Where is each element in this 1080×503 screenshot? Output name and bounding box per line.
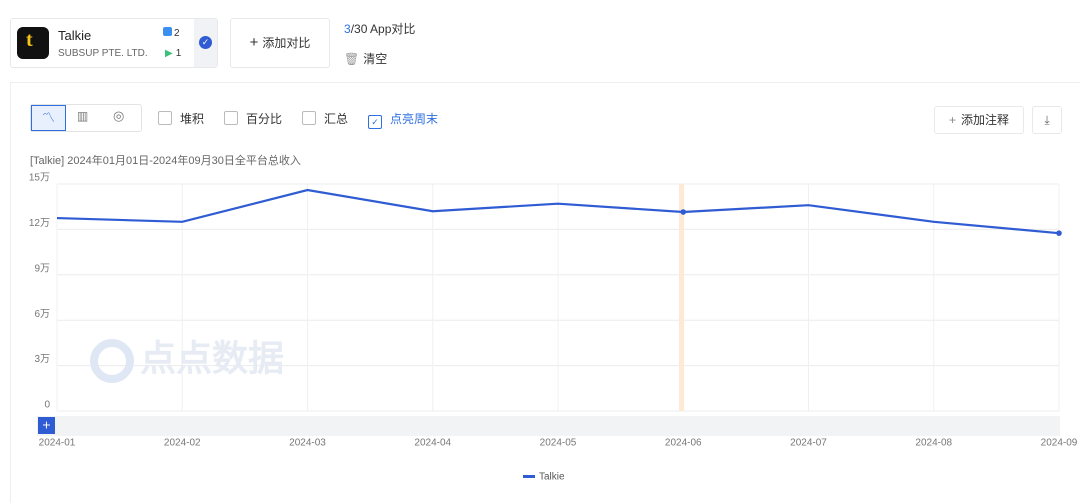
y-tick-label: 6万 bbox=[34, 309, 50, 320]
option-label: 堆积 bbox=[180, 112, 205, 126]
clear-text: 清空 bbox=[363, 52, 388, 66]
map-toggle[interactable]: ◎ bbox=[113, 108, 125, 123]
app-card[interactable]: t Talkie SUBSUP PTE. LTD. 2 ▶ 1 ✓ bbox=[10, 18, 218, 68]
x-tick-label: 2024-06 bbox=[665, 438, 702, 449]
add-compare-button[interactable]: + 添加对比 bbox=[230, 18, 330, 68]
app-icon: t bbox=[17, 27, 49, 59]
chart-panel bbox=[10, 82, 1080, 503]
y-tick-label: 9万 bbox=[34, 263, 50, 274]
x-tick-label: 2024-09 bbox=[1041, 438, 1078, 449]
zoom-handle[interactable] bbox=[38, 417, 55, 434]
ios-count-text: 2 bbox=[174, 28, 180, 39]
clear-button[interactable]: 🗑 清空 bbox=[344, 52, 388, 66]
add-note-text: 添加注释 bbox=[961, 113, 1010, 127]
download-button[interactable]: ⤓ bbox=[1032, 106, 1062, 134]
y-tick-label: 0 bbox=[44, 400, 50, 411]
checkbox[interactable] bbox=[224, 111, 239, 125]
point bbox=[1056, 230, 1062, 236]
watermark-logo bbox=[90, 339, 134, 383]
check-icon: ✓ bbox=[199, 36, 212, 49]
checkbox[interactable] bbox=[302, 111, 317, 125]
y-tick-label: 3万 bbox=[34, 354, 50, 365]
legend-swatch bbox=[523, 475, 535, 478]
x-tick-label: 2024-05 bbox=[540, 438, 577, 449]
y-tick-label: 12万 bbox=[29, 218, 50, 229]
check-area: ✓ bbox=[194, 19, 217, 67]
checkbox[interactable] bbox=[158, 111, 172, 125]
developer: SUBSUP PTE. LTD. bbox=[58, 48, 148, 59]
x-tick-label: 2024-01 bbox=[39, 438, 76, 449]
compare-label: /30 App对比 bbox=[350, 22, 416, 36]
y-tick-label: 15万 bbox=[29, 173, 50, 184]
weekend-highlight bbox=[679, 184, 684, 411]
icon-glyph: t bbox=[26, 29, 33, 51]
option-label: 汇总 bbox=[324, 112, 349, 126]
add-note-button[interactable]: + 添加注释 bbox=[934, 106, 1024, 134]
option-label: 点亮周末 bbox=[390, 112, 439, 126]
option-label: 百分比 bbox=[246, 112, 283, 126]
chart-type-switch: 〽 ▥ ◎ bbox=[30, 104, 142, 132]
x-tick-label: 2024-04 bbox=[414, 438, 451, 449]
android-count-text: 1 bbox=[175, 48, 182, 59]
line-chart-toggle[interactable]: 〽 bbox=[31, 105, 66, 131]
x-tick-label: 2024-02 bbox=[164, 438, 201, 449]
series-line bbox=[56, 188, 1060, 235]
compare-count: 3/30 App对比 bbox=[344, 20, 415, 37]
toolbar-options: 堆积 百分比 汇总 ✓ 点亮周末 bbox=[158, 110, 458, 129]
ios-count: 2 bbox=[163, 27, 180, 39]
x-tick-label: 2024-03 bbox=[289, 438, 326, 449]
bar-chart-toggle[interactable]: ▥ bbox=[77, 109, 89, 123]
legend-label: Talkie bbox=[539, 472, 565, 483]
x-tick-label: 2024-07 bbox=[790, 438, 827, 449]
app-name: Talkie bbox=[58, 28, 92, 43]
compare-current: 3 bbox=[344, 22, 351, 36]
point bbox=[680, 209, 687, 215]
android-count: ▶ 1 bbox=[165, 48, 182, 59]
x-tick-label: 2024-08 bbox=[915, 438, 952, 449]
zoom-handle-plus: + bbox=[42, 417, 50, 433]
add-compare-text: 添加对比 bbox=[262, 36, 311, 50]
chart-title: [Talkie] 2024年01月01日-2024年09月30日全平台总收入 bbox=[30, 155, 301, 167]
zoom-slider[interactable] bbox=[37, 416, 1060, 436]
watermark: 点点数据 bbox=[140, 338, 284, 379]
option[interactable]: 汇总 bbox=[302, 110, 348, 127]
option[interactable]: 百分比 bbox=[224, 110, 282, 127]
option[interactable]: 堆积 bbox=[158, 110, 204, 127]
checkbox[interactable]: ✓ bbox=[368, 115, 383, 129]
option[interactable]: ✓ 点亮周末 bbox=[368, 110, 438, 129]
